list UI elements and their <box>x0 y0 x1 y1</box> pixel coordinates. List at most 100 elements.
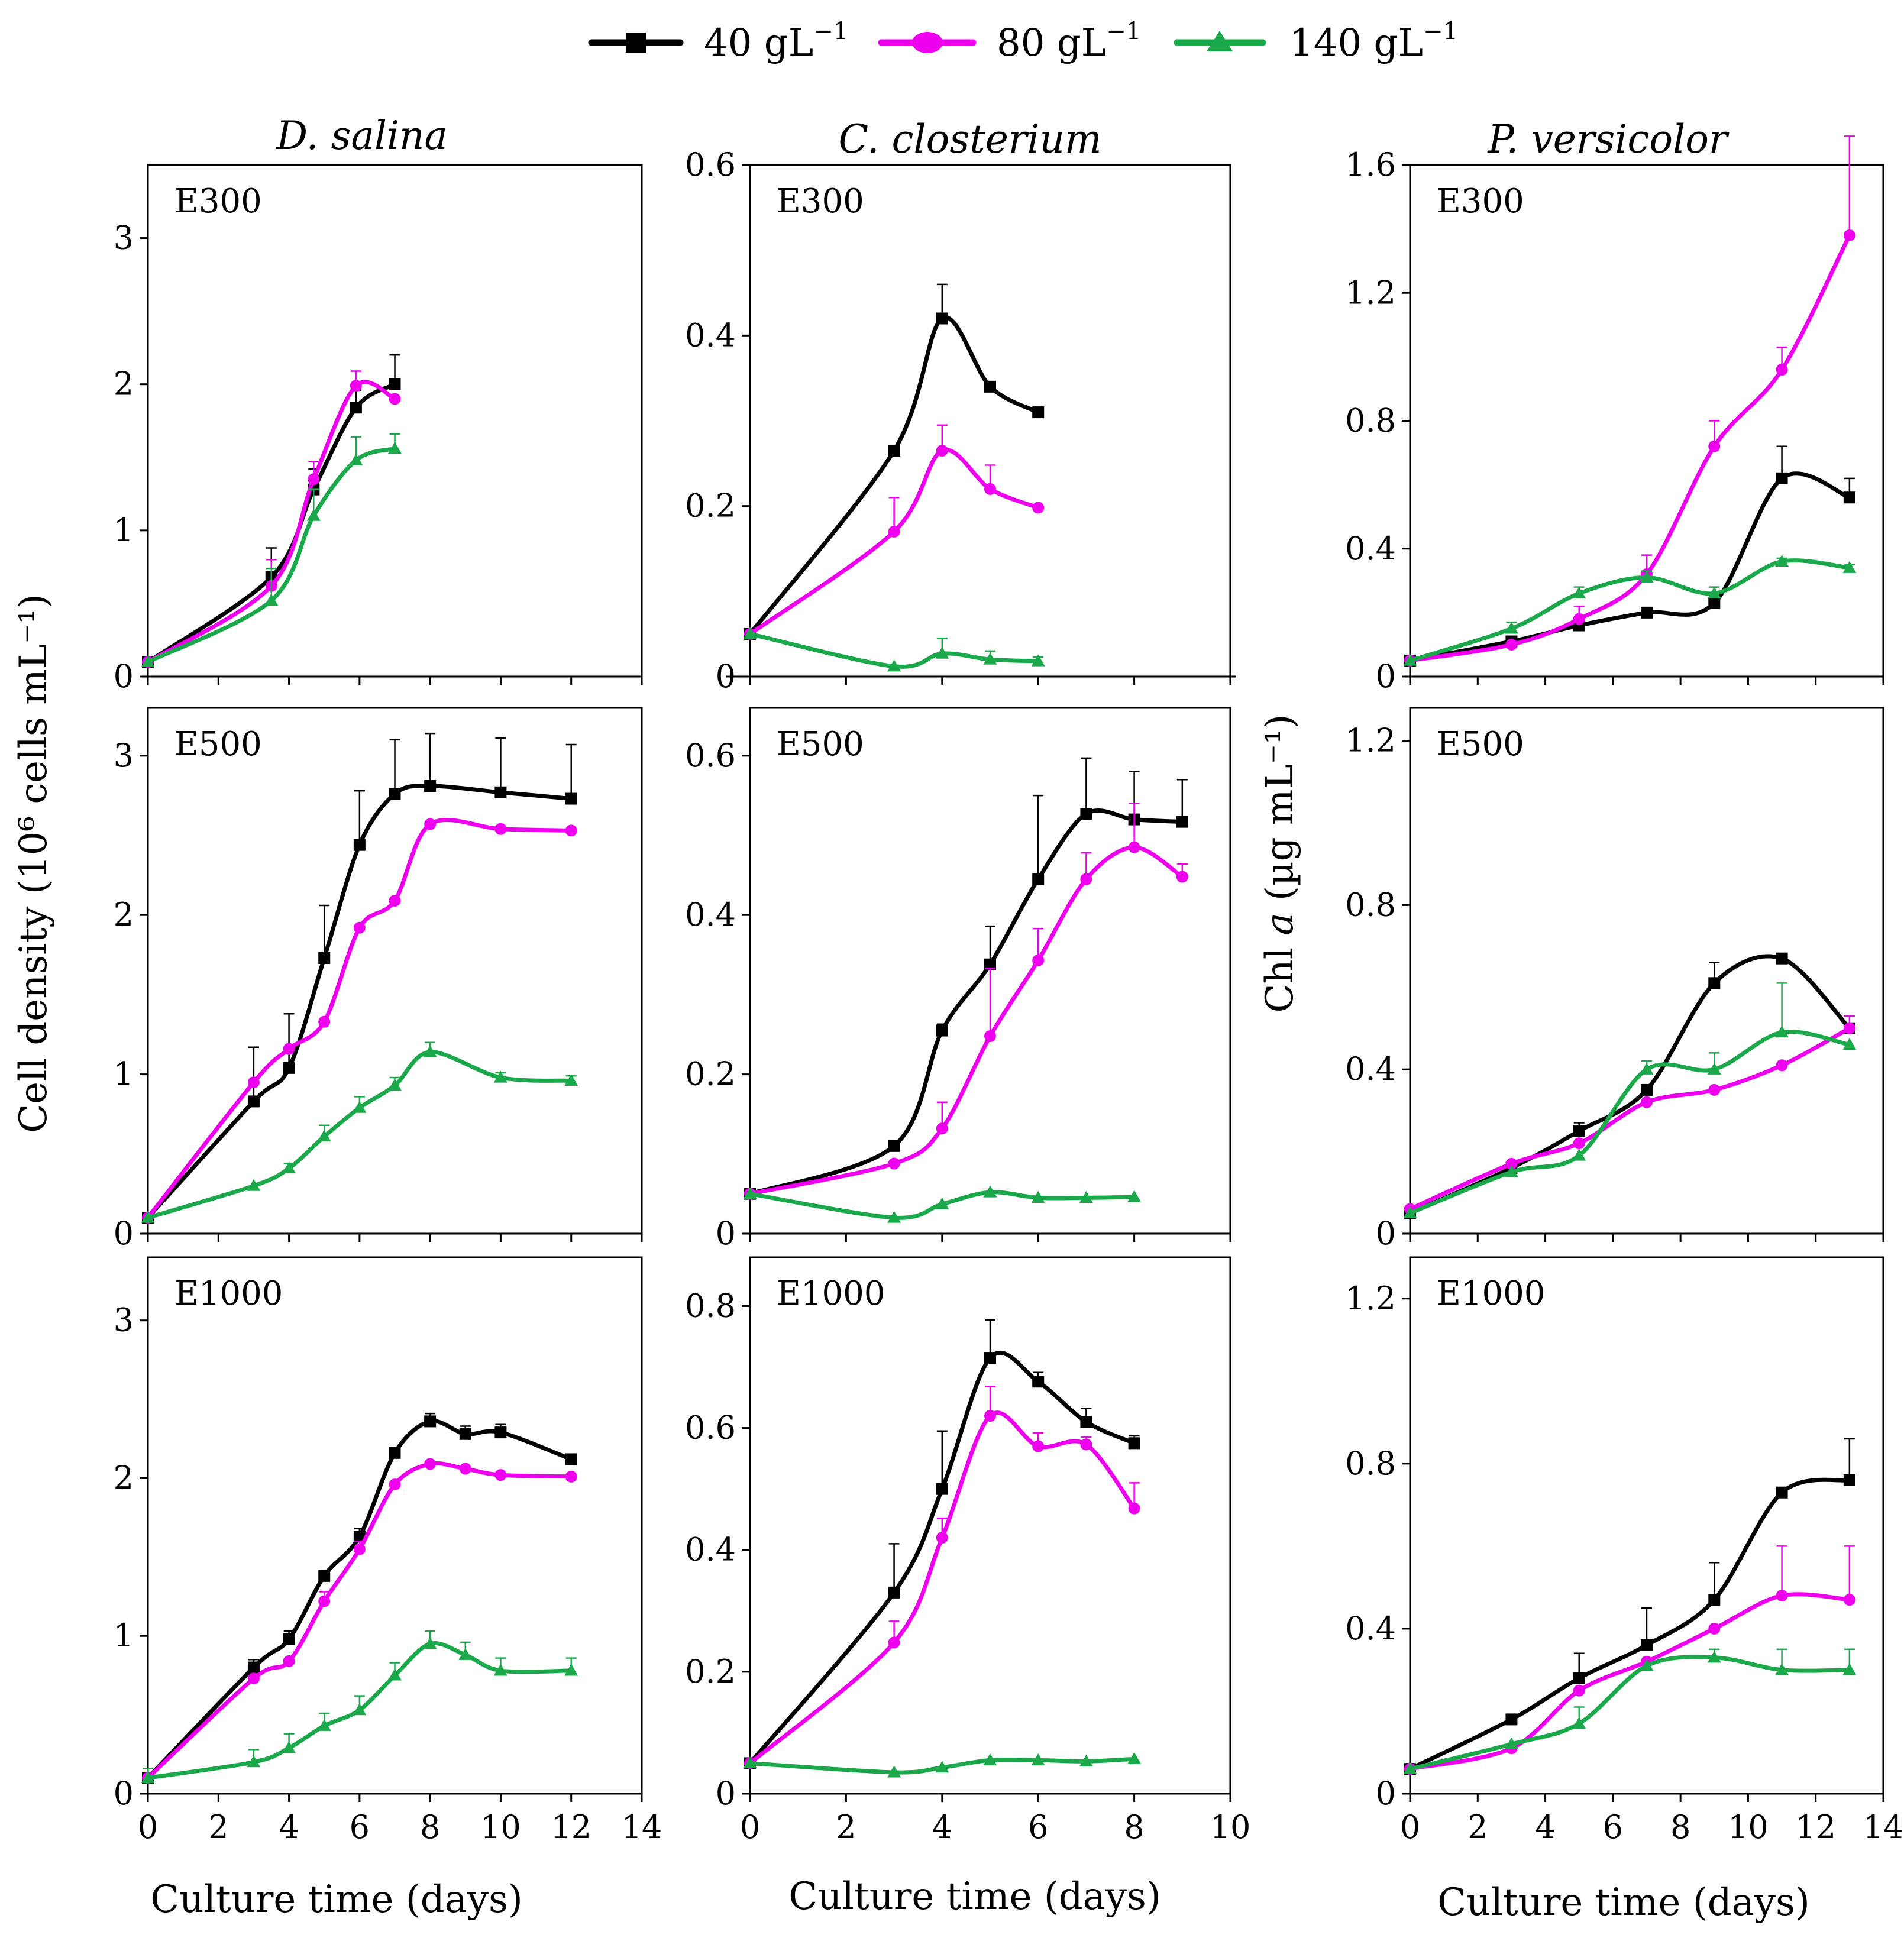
data-point <box>1708 977 1721 989</box>
panel-label: E1000 <box>1437 1274 1545 1313</box>
legend: 40 gL−1 80 gL−1 140 gL−1 <box>588 18 1458 65</box>
series-3 <box>1403 982 1857 1218</box>
data-point <box>1032 1440 1045 1452</box>
legend-marker-1 <box>626 33 646 53</box>
y-axis-label-right-pre: Chl <box>1258 935 1302 1012</box>
y-tick-label: 0 <box>716 1775 736 1812</box>
data-point <box>1032 1376 1045 1388</box>
data-point <box>1573 1684 1585 1697</box>
data-point <box>424 1458 437 1470</box>
panel-frame <box>749 164 1231 678</box>
data-point <box>1775 554 1789 567</box>
data-point <box>1640 570 1654 583</box>
panel-frame <box>147 164 643 678</box>
data-point <box>1573 1672 1585 1684</box>
y-tick-label: 2 <box>114 365 134 403</box>
data-point <box>1032 954 1045 966</box>
x-tick-label: 0 <box>740 1808 760 1846</box>
data-point <box>1708 1594 1721 1606</box>
series-1 <box>1404 445 1855 667</box>
data-point <box>1776 472 1788 484</box>
data-point <box>1031 654 1045 667</box>
data-point <box>935 646 949 659</box>
y-tick-label: 2 <box>114 1459 134 1496</box>
data-point <box>1176 816 1188 828</box>
x-tick-label: 0 <box>138 1808 158 1846</box>
series-line <box>1408 1592 1852 1771</box>
panel-frame <box>749 1256 1231 1795</box>
series-3 <box>743 1185 1142 1223</box>
data-point <box>388 1668 402 1681</box>
data-point <box>888 1586 900 1599</box>
data-point <box>424 780 437 792</box>
y-tick-label: 3 <box>114 219 134 257</box>
data-point <box>459 1463 471 1475</box>
data-point <box>350 402 362 414</box>
data-point <box>1079 1190 1093 1203</box>
data-point <box>318 1595 331 1607</box>
y-tick-label: 1.2 <box>1345 274 1396 311</box>
y-tick-label: 1.6 <box>1345 146 1396 183</box>
data-point <box>247 1672 260 1685</box>
data-point <box>888 1140 900 1152</box>
data-point <box>247 1076 260 1089</box>
data-point <box>1127 1190 1142 1202</box>
data-point <box>493 1070 507 1083</box>
series-3 <box>141 1630 578 1783</box>
panel-frame <box>1409 164 1884 678</box>
x-tick-label: 6 <box>350 1808 370 1846</box>
series-2 <box>744 424 1045 640</box>
data-point <box>1708 1622 1721 1635</box>
x-axis-label-col3: Culture time (days) <box>1437 1881 1810 1924</box>
x-tick-label: 10 <box>1210 1808 1251 1846</box>
data-point <box>1775 1025 1789 1038</box>
data-point <box>1641 1639 1653 1651</box>
data-point <box>458 1648 473 1660</box>
series-3 <box>141 1041 578 1223</box>
legend-label-sup-3: −1 <box>1423 18 1458 45</box>
data-point <box>1031 1753 1045 1765</box>
series-line <box>748 1351 1137 1765</box>
series-2 <box>1404 1015 1855 1215</box>
panel-1: E300 0 1 2 3 <box>114 164 643 695</box>
x-tick-label: 14 <box>1863 1808 1904 1846</box>
data-point <box>887 1211 901 1223</box>
data-point <box>494 1426 507 1439</box>
data-point <box>283 1633 295 1645</box>
y-tick-label: 0.8 <box>1345 1445 1396 1482</box>
y-tick-label: 1.2 <box>1345 1280 1396 1317</box>
data-point <box>494 786 507 798</box>
panel-label: E500 <box>777 725 864 763</box>
data-point <box>888 525 900 538</box>
y-tick-label: 0 <box>1376 1775 1396 1812</box>
data-point <box>565 824 577 837</box>
data-point <box>887 659 901 672</box>
data-point <box>1128 1502 1140 1515</box>
y-tick-label: 3 <box>114 1302 134 1339</box>
series-line <box>748 448 1040 636</box>
y-tick-label: 0.8 <box>685 1287 736 1324</box>
data-point <box>1128 841 1140 853</box>
data-point <box>1031 1190 1045 1203</box>
data-point <box>247 1755 261 1768</box>
data-point <box>743 1756 757 1769</box>
data-point <box>565 1453 577 1465</box>
y-tick-label: 0.4 <box>1345 1050 1396 1088</box>
x-tick-label: 2 <box>208 1808 228 1846</box>
data-point <box>306 509 321 521</box>
data-point <box>936 312 948 325</box>
panel-label: E300 <box>777 182 864 221</box>
data-point <box>423 1045 437 1057</box>
panel-label: E500 <box>174 725 262 763</box>
data-point <box>1504 1737 1518 1749</box>
x-tick-label: 14 <box>622 1808 662 1846</box>
data-point <box>1843 1022 1855 1034</box>
y-tick-label: 0.2 <box>685 1056 736 1093</box>
data-point <box>318 1015 331 1028</box>
data-point <box>388 1078 402 1091</box>
data-point <box>1080 1416 1092 1428</box>
panel-label: E500 <box>1437 725 1524 763</box>
data-point <box>493 1664 507 1676</box>
panel-frame <box>749 707 1231 1235</box>
